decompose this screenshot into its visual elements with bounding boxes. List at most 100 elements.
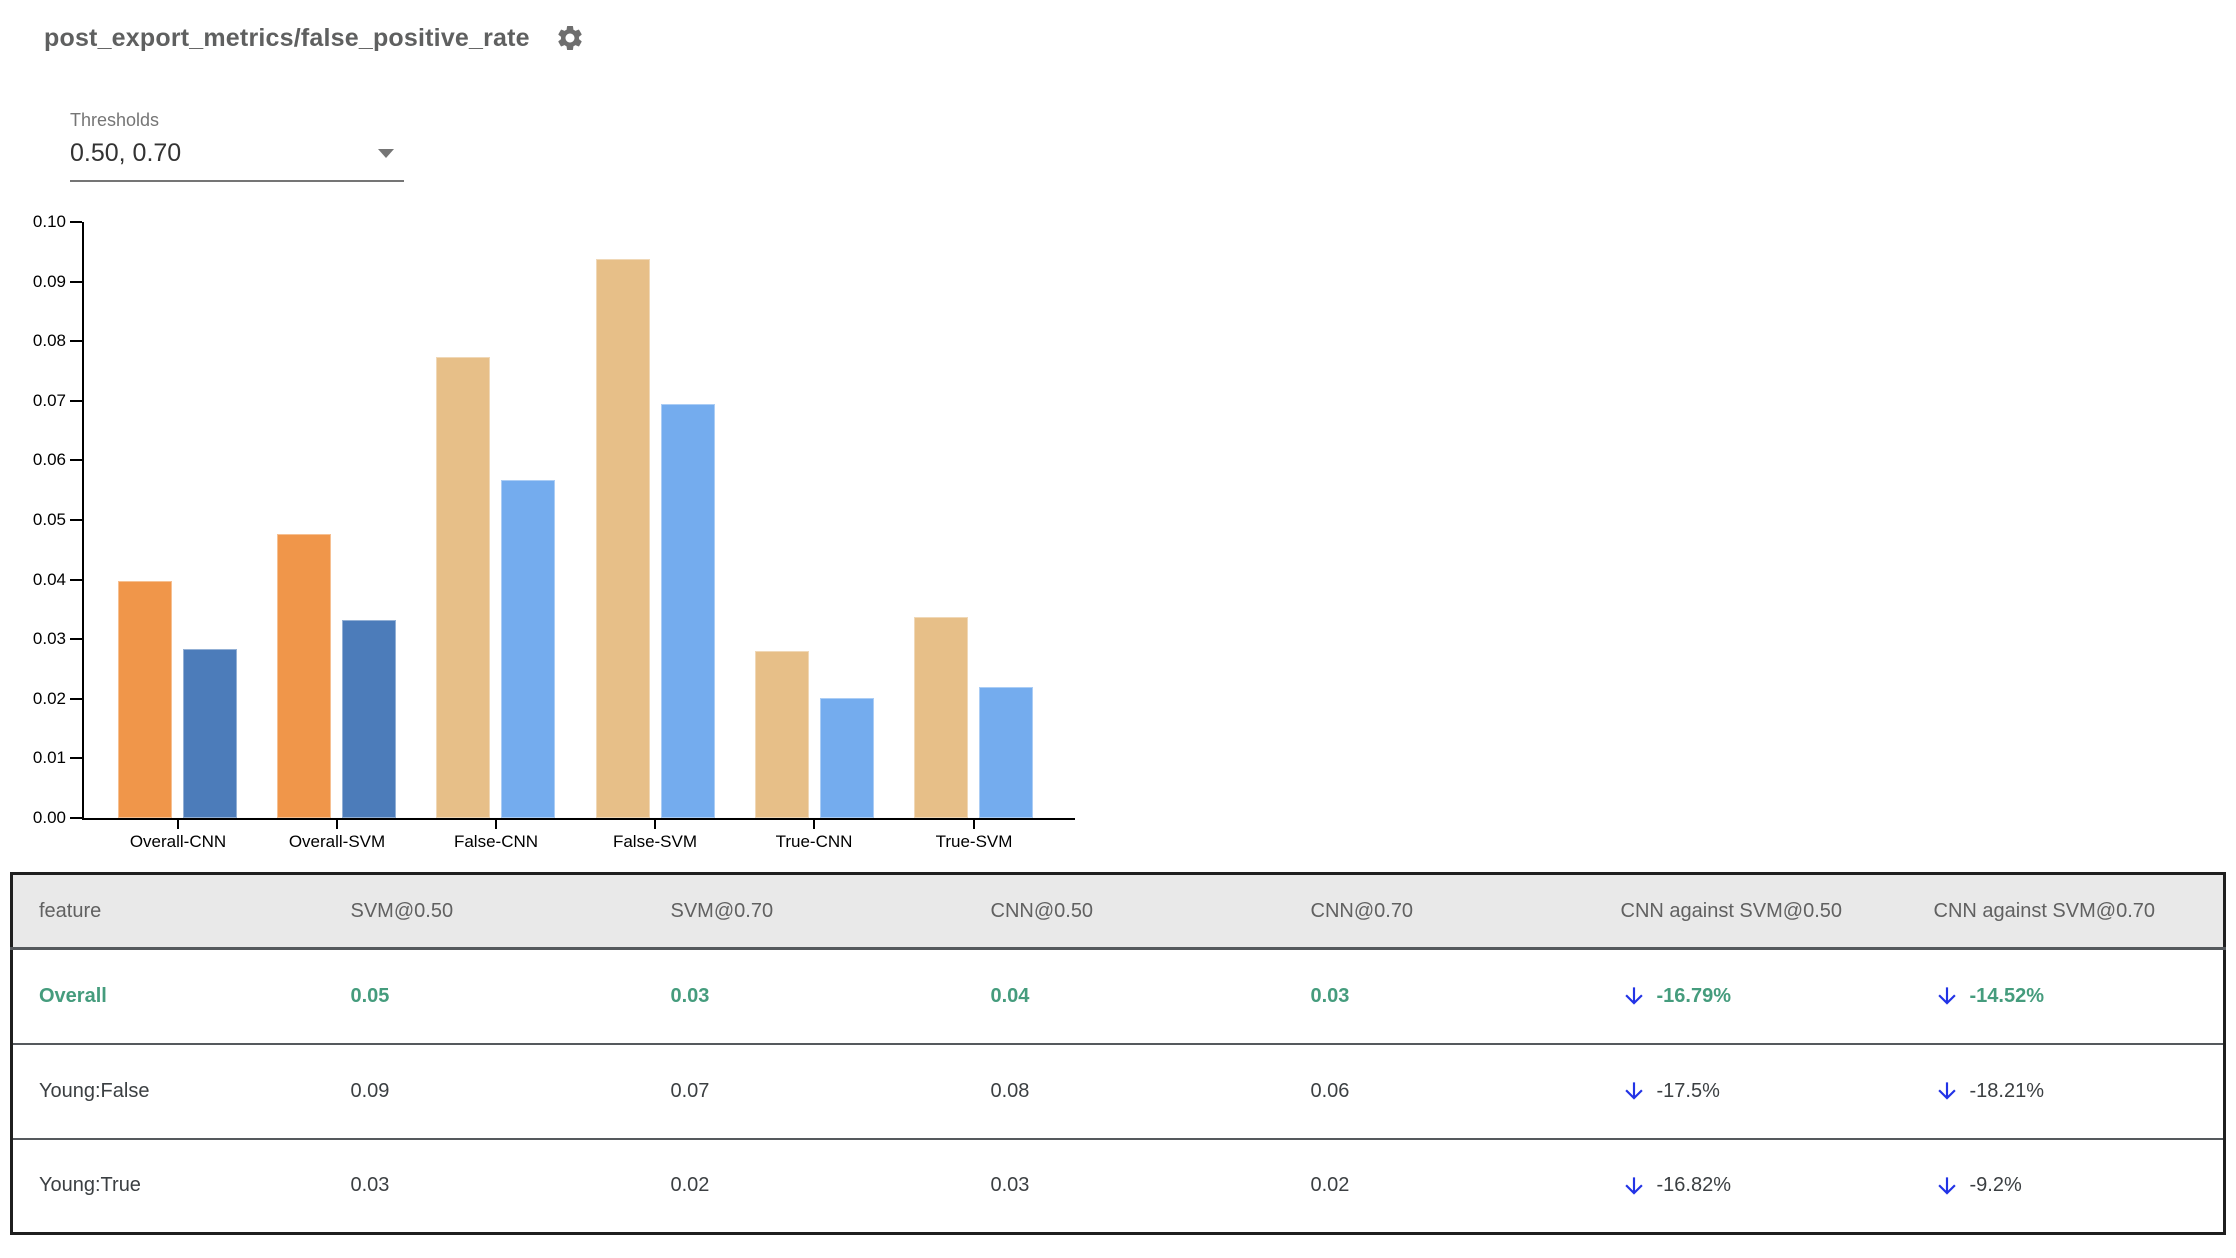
y-tick-mark xyxy=(70,757,82,760)
y-tick-mark xyxy=(70,697,82,700)
metric-value-cell: 0.03 xyxy=(1284,948,1595,1044)
x-category-label: Overall-SVM xyxy=(288,832,386,851)
dropdown-arrow-icon xyxy=(378,149,394,158)
comparison-content: -17.5% xyxy=(1621,1078,1908,1104)
y-tick-mark xyxy=(70,817,82,819)
metric-value-cell: 0.03 xyxy=(644,948,965,1044)
comparison-content: -18.21% xyxy=(1934,1078,2224,1104)
y-tick-label: 0.10 xyxy=(32,212,66,231)
bar-overall-svm-0.70[interactable] xyxy=(342,620,396,818)
bar-overall-svm-0.50[interactable] xyxy=(277,534,331,818)
y-tick-mark xyxy=(70,578,82,581)
metrics-table: feature SVM@0.50 SVM@0.70 CNN@0.50 CNN@0.70 C… xyxy=(10,872,2226,1235)
comparison-content: -14.52% xyxy=(1934,983,2224,1009)
y-tick-mark xyxy=(70,399,82,402)
column-header-cnn-0.50: CNN@0.50 xyxy=(964,873,1285,950)
bar-false-cnn-0.70[interactable] xyxy=(501,480,555,818)
bar-true-cnn-0.50[interactable] xyxy=(755,651,809,818)
comparison-cell: -16.82% xyxy=(1594,1137,1908,1234)
comparison-cell: -14.52% xyxy=(1907,948,2225,1044)
y-tick-mark xyxy=(70,221,82,223)
metric-value-cell: 0.03 xyxy=(964,1137,1285,1234)
table-row-young-true[interactable]: Young:True 0.03 0.02 0.03 0.02 -16.82% -9.2% xyxy=(11,1137,2225,1234)
thresholds-label: Thresholds xyxy=(70,110,160,130)
x-tick-mark xyxy=(654,820,656,829)
feature-cell: Young:False xyxy=(11,1042,325,1139)
column-header-svm-0.50: SVM@0.50 xyxy=(324,873,645,950)
x-category-label: False-SVM xyxy=(612,832,698,851)
x-tick-mark xyxy=(495,820,497,829)
y-tick-label: 0.01 xyxy=(32,748,66,768)
false-positive-rate-bar-chart: 0.00 0.01 0.02 0.03 0.04 0.05 0.06 0.07 0.08 0.09… xyxy=(0,0,1110,872)
x-category-label: True-CNN xyxy=(775,832,853,851)
thresholds-value: 0.50, 0.70 xyxy=(70,139,182,167)
comparison-content: -16.82% xyxy=(1621,1173,1908,1199)
comparison-value: -18.21% xyxy=(1969,1079,2045,1102)
arrow-down-icon xyxy=(1937,987,1956,1005)
comparison-cell: -18.21% xyxy=(1907,1042,2225,1139)
y-tick-label: 0.00 xyxy=(32,808,66,827)
bar-true-svm-0.50[interactable] xyxy=(914,617,968,818)
metric-value-cell: 0.03 xyxy=(324,1137,645,1234)
metric-value-cell: 0.07 xyxy=(644,1042,965,1139)
column-header-feature: feature xyxy=(11,873,325,950)
table-row-overall[interactable]: Overall 0.05 0.03 0.04 0.03 -16.79% -14.52% xyxy=(11,948,2225,1044)
x-tick-mark xyxy=(177,820,179,829)
panel-header: post_export_metrics/false_positive_rate xyxy=(44,22,586,54)
page-title: post_export_metrics/false_positive_rate xyxy=(44,23,530,52)
comparison-value: -17.5% xyxy=(1656,1079,1720,1102)
x-tick-mark xyxy=(973,820,975,829)
bar-true-svm-0.70[interactable] xyxy=(979,687,1033,818)
bar-false-svm-0.50[interactable] xyxy=(596,259,650,818)
table-row-young-false[interactable]: Young:False 0.09 0.07 0.08 0.06 -17.5% -18.21% xyxy=(11,1042,2225,1139)
arrow-down-icon xyxy=(1624,1082,1643,1100)
y-tick-label: 0.07 xyxy=(32,390,66,410)
y-tick-label: 0.06 xyxy=(32,450,66,470)
comparison-value: -14.52% xyxy=(1969,984,2045,1007)
x-category-label: True-SVM xyxy=(935,832,1013,851)
comparison-cell: -17.5% xyxy=(1594,1042,1908,1139)
comparison-value: -9.2% xyxy=(1969,1174,2022,1197)
metric-value-cell: 0.04 xyxy=(964,948,1285,1044)
x-tick-mark xyxy=(813,820,815,829)
y-tick-mark xyxy=(70,280,82,283)
metric-value-cell: 0.08 xyxy=(964,1042,1285,1139)
column-header-svm-0.70: SVM@0.70 xyxy=(644,873,965,950)
y-tick-label: 0.02 xyxy=(32,688,66,708)
feature-cell: Overall xyxy=(11,948,325,1044)
settings-gear-icon[interactable] xyxy=(554,22,586,54)
thresholds-select[interactable]: 0.50, 0.70 xyxy=(70,139,404,182)
y-tick-label: 0.05 xyxy=(32,510,66,529)
arrow-down-icon xyxy=(1624,1177,1643,1195)
metric-value-cell: 0.09 xyxy=(324,1042,645,1139)
bar-true-cnn-0.70[interactable] xyxy=(820,698,874,818)
column-header-cnn-0.70: CNN@0.70 xyxy=(1284,873,1595,950)
comparison-value: -16.79% xyxy=(1656,984,1732,1007)
feature-cell: Young:True xyxy=(11,1137,325,1234)
comparison-content: -16.79% xyxy=(1621,983,1908,1009)
metric-value-cell: 0.06 xyxy=(1284,1042,1595,1139)
y-tick-label: 0.08 xyxy=(32,331,66,351)
x-category-label: Overall-CNN xyxy=(129,832,227,851)
metric-value-cell: 0.02 xyxy=(1284,1137,1595,1234)
table-header-row: feature SVM@0.50 SVM@0.70 CNN@0.50 CNN@0.70 C… xyxy=(11,873,2225,950)
bar-false-svm-0.70[interactable] xyxy=(661,404,715,818)
x-tick-mark xyxy=(336,820,338,829)
column-header-cnn-against-svm-0.50: CNN against SVM@0.50 xyxy=(1594,873,1908,950)
column-header-cnn-against-svm-0.70: CNN against SVM@0.70 xyxy=(1907,873,2225,950)
metric-value-cell: 0.05 xyxy=(324,948,645,1044)
comparison-cell: -9.2% xyxy=(1907,1137,2225,1234)
bar-false-cnn-0.50[interactable] xyxy=(436,357,490,818)
bar-overall-cnn-0.70[interactable] xyxy=(183,649,237,818)
comparison-content: -9.2% xyxy=(1934,1173,2224,1199)
thresholds-field: Thresholds 0.50, 0.70 xyxy=(70,110,404,182)
y-tick-label: 0.04 xyxy=(32,569,66,589)
y-axis-line xyxy=(82,222,84,820)
bar-overall-cnn-0.50[interactable] xyxy=(118,581,172,818)
y-tick-label: 0.09 xyxy=(32,271,66,291)
arrow-down-icon xyxy=(1937,1082,1956,1100)
metric-value-cell: 0.02 xyxy=(644,1137,965,1234)
y-tick-mark xyxy=(70,638,82,641)
y-tick-mark xyxy=(70,519,82,521)
